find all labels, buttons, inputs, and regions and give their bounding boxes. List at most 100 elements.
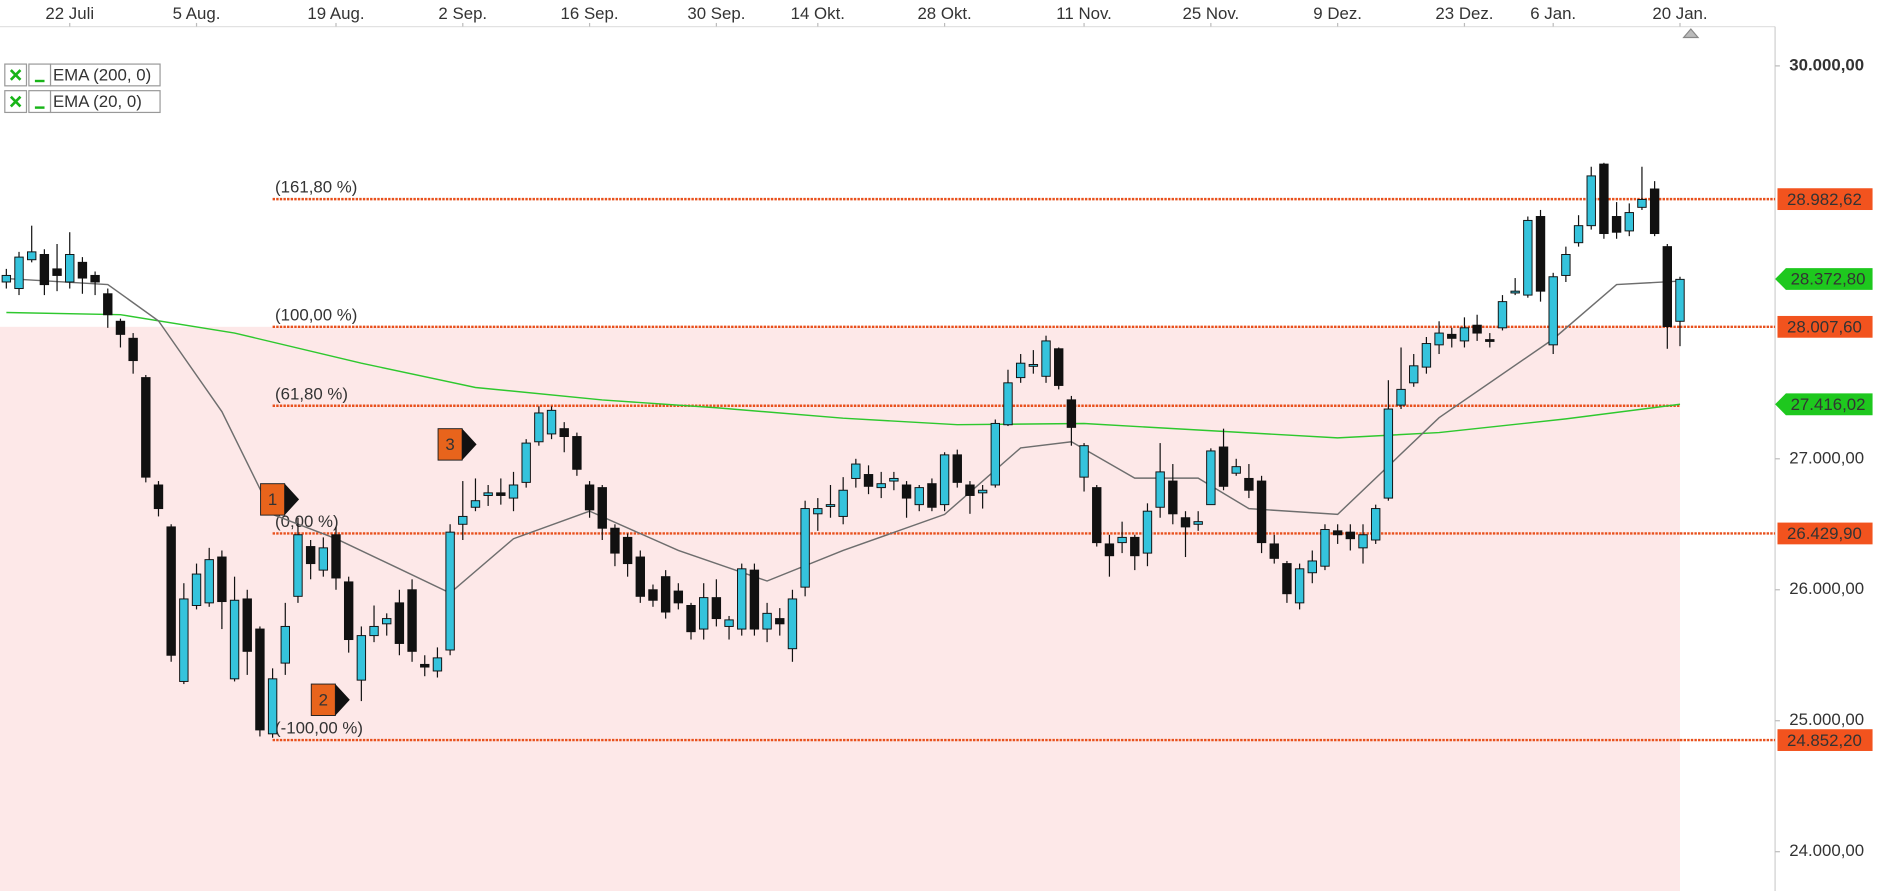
candle-body [508, 484, 519, 499]
fib-label: (161,80 %) [275, 178, 357, 197]
legend-item: EMA (20, 0) [4, 90, 161, 114]
candle-body [356, 635, 367, 681]
candle-body [128, 337, 138, 362]
candle-body [1510, 290, 1520, 294]
x-tick-label: 25 Nov. [1182, 4, 1239, 23]
legend-minimize[interactable] [28, 90, 52, 114]
candle-body [27, 251, 37, 261]
legend-minimize[interactable] [28, 63, 52, 87]
x-tick-label: 2 Sep. [438, 4, 487, 23]
candle-body [584, 484, 595, 511]
candle-body [1142, 510, 1153, 554]
candle-body [851, 463, 861, 479]
candle-body [673, 590, 684, 604]
x-tick-label: 5 Aug. [173, 4, 221, 23]
candle-body [1434, 332, 1444, 346]
candle-body [1041, 340, 1051, 377]
x-tick-label: 19 Aug. [307, 4, 364, 23]
candle-body [1294, 568, 1305, 604]
x-tick-label: 30 Sep. [687, 4, 745, 23]
candle-body [217, 556, 227, 603]
candle-body [901, 484, 912, 499]
candle-body [1421, 343, 1432, 368]
candle-body [876, 483, 886, 489]
candle-body [432, 657, 443, 672]
candle-body [825, 504, 836, 507]
candle-body [610, 527, 620, 554]
candle-body [394, 602, 405, 644]
candle-body [1332, 530, 1343, 536]
candle-body [1383, 408, 1394, 499]
candle-body [1548, 276, 1558, 346]
candle-body [1256, 480, 1267, 544]
candle-body [1, 274, 12, 283]
shade-zone [0, 326, 1680, 891]
candle-body [534, 412, 544, 443]
candle-body [470, 500, 481, 508]
ema-line [6, 311, 1681, 439]
candle-body [1662, 246, 1673, 328]
price-box-label: 28.007,60 [1787, 317, 1862, 336]
price-box [1777, 315, 1873, 338]
marker-arrow [462, 428, 477, 461]
candle-body [787, 598, 798, 650]
candle-body [153, 484, 164, 510]
candle-body [1269, 543, 1279, 559]
candle-body [711, 597, 722, 620]
x-tick-label: 20 Jan. [1652, 4, 1707, 23]
x-tick-label: 23 Dez. [1435, 4, 1493, 23]
candle-body [458, 515, 468, 525]
candle-body [255, 628, 265, 731]
candle-body [977, 489, 988, 494]
candle-body [762, 612, 772, 630]
candle-body [483, 492, 493, 496]
candle-body [407, 589, 417, 652]
candle-body [1193, 521, 1203, 525]
candle-body [1117, 536, 1127, 544]
candle-body [369, 625, 379, 637]
price-box-label: 24.852,20 [1787, 731, 1862, 750]
y-tick-label: 25.000,00 [1789, 710, 1864, 729]
candle-body [420, 663, 430, 668]
candle-body [204, 559, 214, 604]
candle-body [1358, 534, 1368, 549]
candle-body [952, 454, 962, 483]
candle-body [1231, 466, 1241, 474]
price-box-label: 27.416,02 [1791, 395, 1866, 414]
marker-label: 1 [268, 490, 277, 509]
candle-body [141, 377, 151, 478]
candle-body [1168, 480, 1178, 515]
candle-body [597, 487, 607, 529]
candle-body [1155, 471, 1165, 508]
candle-body [1307, 560, 1317, 574]
price-box [1775, 393, 1873, 416]
candle-body [1573, 225, 1584, 244]
date-marker [1682, 28, 1700, 39]
candle-body [1218, 446, 1229, 487]
candle-body [813, 508, 823, 515]
candle-body [927, 483, 937, 508]
fib-label: (0,00 %) [275, 512, 339, 531]
price-box [1777, 522, 1873, 545]
candle-body [179, 598, 189, 682]
candle-body [622, 536, 633, 565]
candle-body [343, 581, 354, 641]
candle-body [1409, 365, 1419, 384]
candle-body [914, 487, 924, 506]
fib-label: (-100,00 %) [275, 719, 363, 738]
x-tick-label: 22 Juli [45, 4, 94, 23]
y-tick-label: 27.000,00 [1789, 448, 1864, 467]
y-tick-label: 24.000,00 [1789, 841, 1864, 860]
candle-body [1092, 487, 1102, 544]
x-tick-label: 11 Nov. [1056, 4, 1112, 23]
candle-body [1523, 219, 1533, 296]
legend-label: EMA (20, 0) [53, 92, 142, 111]
x-tick-label: 14 Okt. [791, 4, 845, 23]
candle-body [445, 531, 455, 651]
candle-body [1472, 324, 1482, 334]
candle-body [496, 492, 506, 496]
candle-body [1675, 278, 1685, 322]
candle-body [1396, 388, 1406, 406]
candle-body [1586, 175, 1596, 227]
candle-body [1497, 301, 1508, 329]
